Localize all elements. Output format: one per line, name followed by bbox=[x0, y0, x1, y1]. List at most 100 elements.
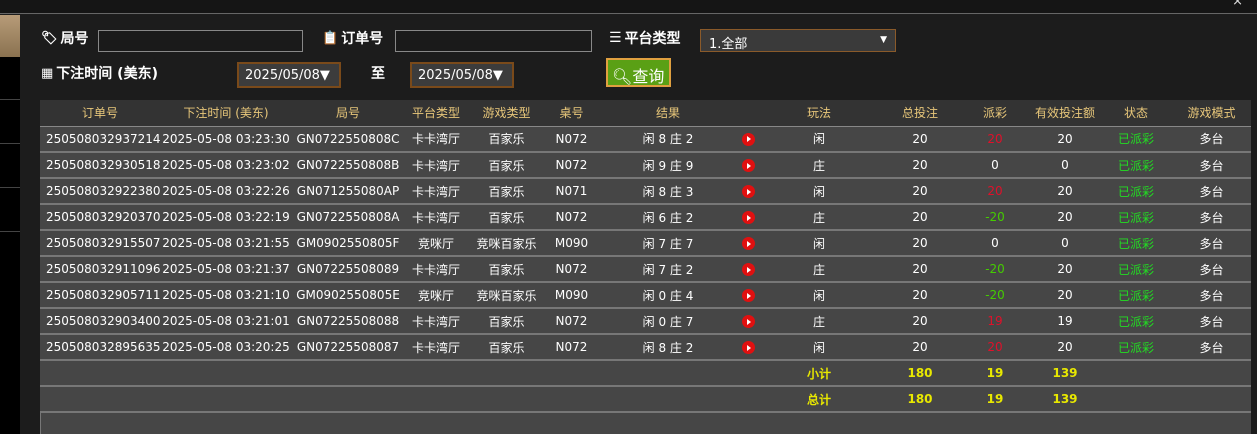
table-row[interactable]: 250508032922380 2025-05-08 03:22:26 GN0712… bbox=[40, 178, 1251, 205]
cell-result: 闲 6 庄 2 bbox=[598, 204, 738, 231]
column-header: 下注时间 (美东) bbox=[160, 100, 292, 127]
cell-play bbox=[738, 256, 758, 283]
title-bar: × bbox=[0, 0, 1257, 14]
round-input[interactable] bbox=[98, 30, 303, 52]
play-video-icon[interactable] bbox=[741, 185, 755, 198]
cell-round-no: GN0722550808A bbox=[292, 204, 404, 231]
summary-cell: 小计 bbox=[758, 360, 880, 387]
round-label: 🏷 局号 bbox=[41, 30, 89, 48]
column-header: 状态 bbox=[1100, 100, 1172, 127]
summary-cell: 19 bbox=[960, 360, 1030, 387]
cell-platform: 卡卡湾厅 bbox=[404, 178, 468, 205]
summary-cell bbox=[1172, 386, 1251, 413]
cell-table-no: N072 bbox=[545, 256, 598, 283]
close-button[interactable]: × bbox=[1232, 0, 1243, 9]
cell-play bbox=[738, 282, 758, 309]
cell-total-bet: 20 bbox=[880, 334, 960, 361]
play-video-icon[interactable] bbox=[741, 211, 755, 224]
table-row[interactable]: 250508032903400 2025-05-08 03:21:01 GN0722… bbox=[40, 308, 1251, 335]
chevron-down-icon: ▼ bbox=[880, 35, 887, 45]
summary-cell bbox=[545, 360, 598, 387]
cell-round-no: GN071255080AP bbox=[292, 178, 404, 205]
tag-icon: 🏷 bbox=[41, 30, 58, 46]
summary-cell: 总计 bbox=[758, 386, 880, 413]
time-label: ▦ 下注时间 (美东) bbox=[41, 65, 158, 83]
platform-select[interactable]: 1.全部 ▼ bbox=[700, 29, 896, 52]
table-row[interactable]: 250508032905711 2025-05-08 03:21:10 GM0902… bbox=[40, 282, 1251, 309]
cell-total-bet: 20 bbox=[880, 178, 960, 205]
play-video-icon[interactable] bbox=[741, 289, 755, 302]
summary-cell bbox=[40, 386, 160, 413]
cell-payout: 0 bbox=[960, 230, 1030, 257]
cell-order-no: 250508032920370 bbox=[40, 204, 160, 231]
cell-bet-time: 2025-05-08 03:20:25 bbox=[160, 334, 292, 361]
cell-bet-time: 2025-05-08 03:21:01 bbox=[160, 308, 292, 335]
calendar-icon: ▦ bbox=[41, 65, 54, 81]
cell-platform: 卡卡湾厅 bbox=[404, 308, 468, 335]
cell-platform: 卡卡湾厅 bbox=[404, 152, 468, 179]
play-video-icon[interactable] bbox=[741, 263, 755, 276]
cell-round-no: GM0902550805E bbox=[292, 282, 404, 309]
cell-status: 已派彩 bbox=[1100, 308, 1172, 335]
table-row[interactable]: 250508032911096 2025-05-08 03:21:37 GN0722… bbox=[40, 256, 1251, 283]
cell-bet-type: 闲 bbox=[758, 282, 880, 309]
table-row[interactable]: 250508032920370 2025-05-08 03:22:19 GN0722… bbox=[40, 204, 1251, 231]
cell-valid-bet: 20 bbox=[1030, 126, 1100, 153]
play-video-icon[interactable] bbox=[741, 159, 755, 172]
column-header: 结果 bbox=[598, 100, 738, 127]
summary-cell bbox=[468, 360, 545, 387]
cell-order-no: 250508032922380 bbox=[40, 178, 160, 205]
table-row[interactable]: 250508032895635 2025-05-08 03:20:25 GN0722… bbox=[40, 334, 1251, 361]
cell-play bbox=[738, 230, 758, 257]
cell-table-no: N072 bbox=[545, 334, 598, 361]
summary-cell bbox=[1172, 360, 1251, 387]
cell-payout: 20 bbox=[960, 126, 1030, 153]
cell-payout: 20 bbox=[960, 178, 1030, 205]
cell-play bbox=[738, 126, 758, 153]
cell-order-no: 250508032905711 bbox=[40, 282, 160, 309]
cell-platform: 竞咪厅 bbox=[404, 230, 468, 257]
sidebar-tab-active[interactable] bbox=[0, 15, 22, 57]
cell-order-no: 250508032937214 bbox=[40, 126, 160, 153]
cell-total-bet: 20 bbox=[880, 308, 960, 335]
cell-play bbox=[738, 152, 758, 179]
order-input[interactable] bbox=[395, 30, 592, 52]
cell-platform: 卡卡湾厅 bbox=[404, 334, 468, 361]
table-row[interactable]: 250508032915507 2025-05-08 03:21:55 GM0902… bbox=[40, 230, 1251, 257]
cell-game-type: 百家乐 bbox=[468, 334, 545, 361]
cell-platform: 竞咪厅 bbox=[404, 282, 468, 309]
date-to-picker[interactable]: 2025/05/08▼ bbox=[410, 62, 514, 88]
summary-cell bbox=[598, 386, 738, 413]
cell-result: 闲 7 庄 2 bbox=[598, 256, 738, 283]
play-video-icon[interactable] bbox=[741, 132, 755, 146]
table-row[interactable]: 250508032930518 2025-05-08 03:23:02 GN0722… bbox=[40, 152, 1251, 179]
cell-game-type: 百家乐 bbox=[468, 256, 545, 283]
summary-cell bbox=[292, 360, 404, 387]
cell-result: 闲 0 庄 4 bbox=[598, 282, 738, 309]
cell-table-no: M090 bbox=[545, 230, 598, 257]
cell-status: 已派彩 bbox=[1100, 334, 1172, 361]
cell-bet-type: 闲 bbox=[758, 178, 880, 205]
cell-bet-time: 2025-05-08 03:23:30 bbox=[160, 126, 292, 153]
cell-game-type: 百家乐 bbox=[468, 178, 545, 205]
cell-game-type: 百家乐 bbox=[468, 152, 545, 179]
cell-bet-type: 闲 bbox=[758, 230, 880, 257]
play-video-icon[interactable] bbox=[741, 237, 755, 250]
cell-play bbox=[738, 178, 758, 205]
play-video-icon[interactable] bbox=[741, 341, 755, 354]
column-header: 局号 bbox=[292, 100, 404, 127]
date-from-picker[interactable]: 2025/05/08▼ bbox=[237, 62, 341, 88]
cell-game-type: 竞咪百家乐 bbox=[468, 230, 545, 257]
query-button[interactable]: 🔍︎查询 bbox=[606, 58, 671, 87]
play-video-icon[interactable] bbox=[741, 315, 755, 328]
clipboard-icon: 📋 bbox=[322, 30, 339, 46]
summary-cell: 180 bbox=[880, 386, 960, 413]
cell-game-type: 百家乐 bbox=[468, 204, 545, 231]
cell-bet-time: 2025-05-08 03:21:10 bbox=[160, 282, 292, 309]
column-header: 派彩 bbox=[960, 100, 1030, 127]
column-header: 有效投注额 bbox=[1030, 100, 1100, 127]
summary-cell: 139 bbox=[1030, 360, 1100, 387]
summary-cell bbox=[292, 386, 404, 413]
table-row[interactable]: 250508032937214 2025-05-08 03:23:30 GN0722… bbox=[40, 126, 1251, 153]
cell-game-type: 百家乐 bbox=[468, 126, 545, 153]
